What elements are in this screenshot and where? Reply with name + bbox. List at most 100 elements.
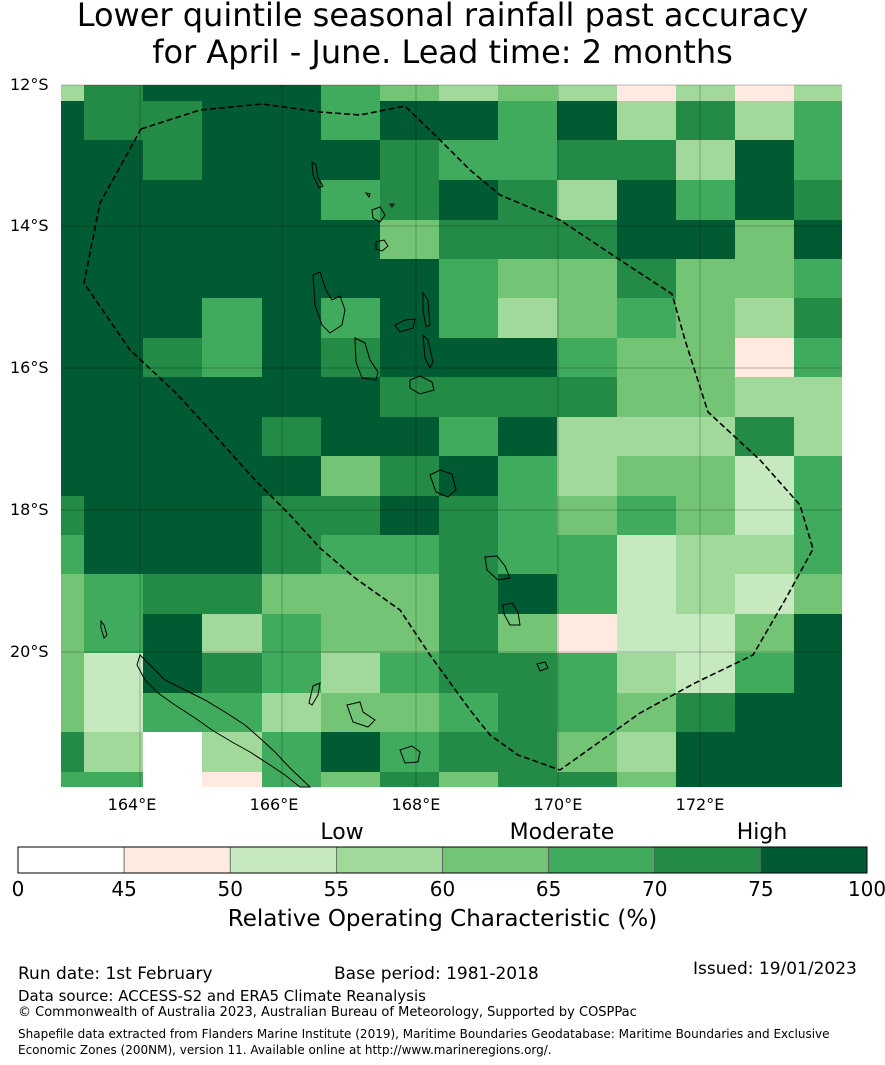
grid-cell (321, 377, 380, 417)
grid-cell (321, 772, 380, 787)
grid-cell (61, 220, 84, 259)
shapefile-credit-line-1: Shapefile data extracted from Flanders M… (18, 1027, 830, 1041)
grid-cell (262, 535, 321, 574)
grid-cell (676, 496, 735, 535)
grid-cell (380, 574, 439, 614)
grid-cell (676, 101, 735, 140)
grid-cell (380, 535, 439, 574)
grid-cell (84, 85, 143, 101)
grid-cell (84, 180, 143, 220)
new-caledonia (136, 654, 312, 788)
grid-cell (61, 417, 84, 456)
grid-cell (202, 614, 262, 653)
grid-cell (498, 535, 557, 574)
grid-cell (617, 101, 676, 140)
grid-cell (380, 298, 439, 338)
grid-cell (321, 653, 380, 693)
grid-cell (321, 180, 380, 220)
grid-cell (202, 85, 262, 101)
grid-cell (84, 535, 143, 574)
aneityum-island (536, 661, 549, 672)
grid-cell (794, 220, 842, 259)
grid-cell (380, 732, 439, 772)
grid-cell (676, 220, 735, 259)
grid-cell (61, 693, 84, 732)
grid-cell (439, 377, 498, 417)
grid-cell (557, 259, 617, 298)
grid-cell (617, 338, 676, 377)
grid-cell (676, 535, 735, 574)
grid-cell (617, 85, 676, 101)
grid-cell (794, 496, 842, 535)
colorbar-swatch (654, 846, 762, 874)
grid-cell (143, 417, 202, 456)
grid-cell (321, 693, 380, 732)
grid-cell (380, 456, 439, 496)
grid-cell (617, 259, 676, 298)
grid-cell (557, 574, 617, 614)
grid-cell (676, 653, 735, 693)
grid-cell (617, 298, 676, 338)
espiritu-santo-island (312, 271, 346, 334)
grid-cell (557, 180, 617, 220)
grid-cell (143, 220, 202, 259)
malakula-island (354, 337, 379, 381)
grid-cell (794, 338, 842, 377)
grid-cell (380, 417, 439, 456)
grid-cell (794, 456, 842, 496)
grid-cell (557, 693, 617, 732)
grid-cell (735, 535, 794, 574)
grid-cell (380, 259, 439, 298)
colorbar-tick-label: 70 (642, 877, 668, 901)
lon-label-170e: 170°E (533, 795, 583, 814)
grid-cell (84, 298, 143, 338)
grid-cell (61, 772, 84, 787)
shapefile-credit-line-2: Economic Zones (200NM), version 11. Avai… (18, 1043, 552, 1057)
grid-cell (61, 496, 84, 535)
torres-islands (311, 160, 324, 189)
grid-cell (380, 614, 439, 653)
grid-cell (143, 772, 202, 787)
colorbar-swatch (229, 846, 337, 874)
grid-cell (557, 456, 617, 496)
grid-cell (498, 732, 557, 772)
grid-cell (735, 732, 794, 772)
colorbar-label-high: High (736, 820, 788, 845)
grid-cell (262, 417, 321, 456)
grid-cell (794, 535, 842, 574)
grid-cell (321, 417, 380, 456)
grid-cell (202, 140, 262, 180)
grid-cell (321, 574, 380, 614)
grid-cell (143, 101, 202, 140)
grid-cell (202, 220, 262, 259)
grid-cell (794, 772, 842, 787)
grid-cell (676, 456, 735, 496)
grid-cell (143, 614, 202, 653)
grid-cell (617, 220, 676, 259)
title-line-2: for April - June. Lead time: 2 months (152, 33, 733, 71)
colorbar-swatch (442, 846, 549, 874)
grid-cell (439, 732, 498, 772)
grid-cell (735, 417, 794, 456)
grid-cell (676, 377, 735, 417)
grid-cell (262, 653, 321, 693)
grid-cell (61, 653, 84, 693)
grid-cell (84, 456, 143, 496)
grid-cell (380, 496, 439, 535)
run-date: Run date: 1st February (18, 964, 213, 984)
grid-cell (676, 614, 735, 653)
grid-cell (676, 180, 735, 220)
grid-cell (439, 180, 498, 220)
lat-label-16s: 16°S (10, 358, 49, 377)
grid-cell (439, 85, 498, 101)
grid-cell (735, 101, 794, 140)
grid-cell (61, 101, 84, 140)
grid-cell (84, 653, 143, 693)
grid-cell (380, 101, 439, 140)
grid-cell (202, 496, 262, 535)
grid-cell (61, 614, 84, 653)
grid-cell (202, 259, 262, 298)
grid-cell (262, 101, 321, 140)
grid-cell (84, 772, 143, 787)
grid-cell (380, 338, 439, 377)
